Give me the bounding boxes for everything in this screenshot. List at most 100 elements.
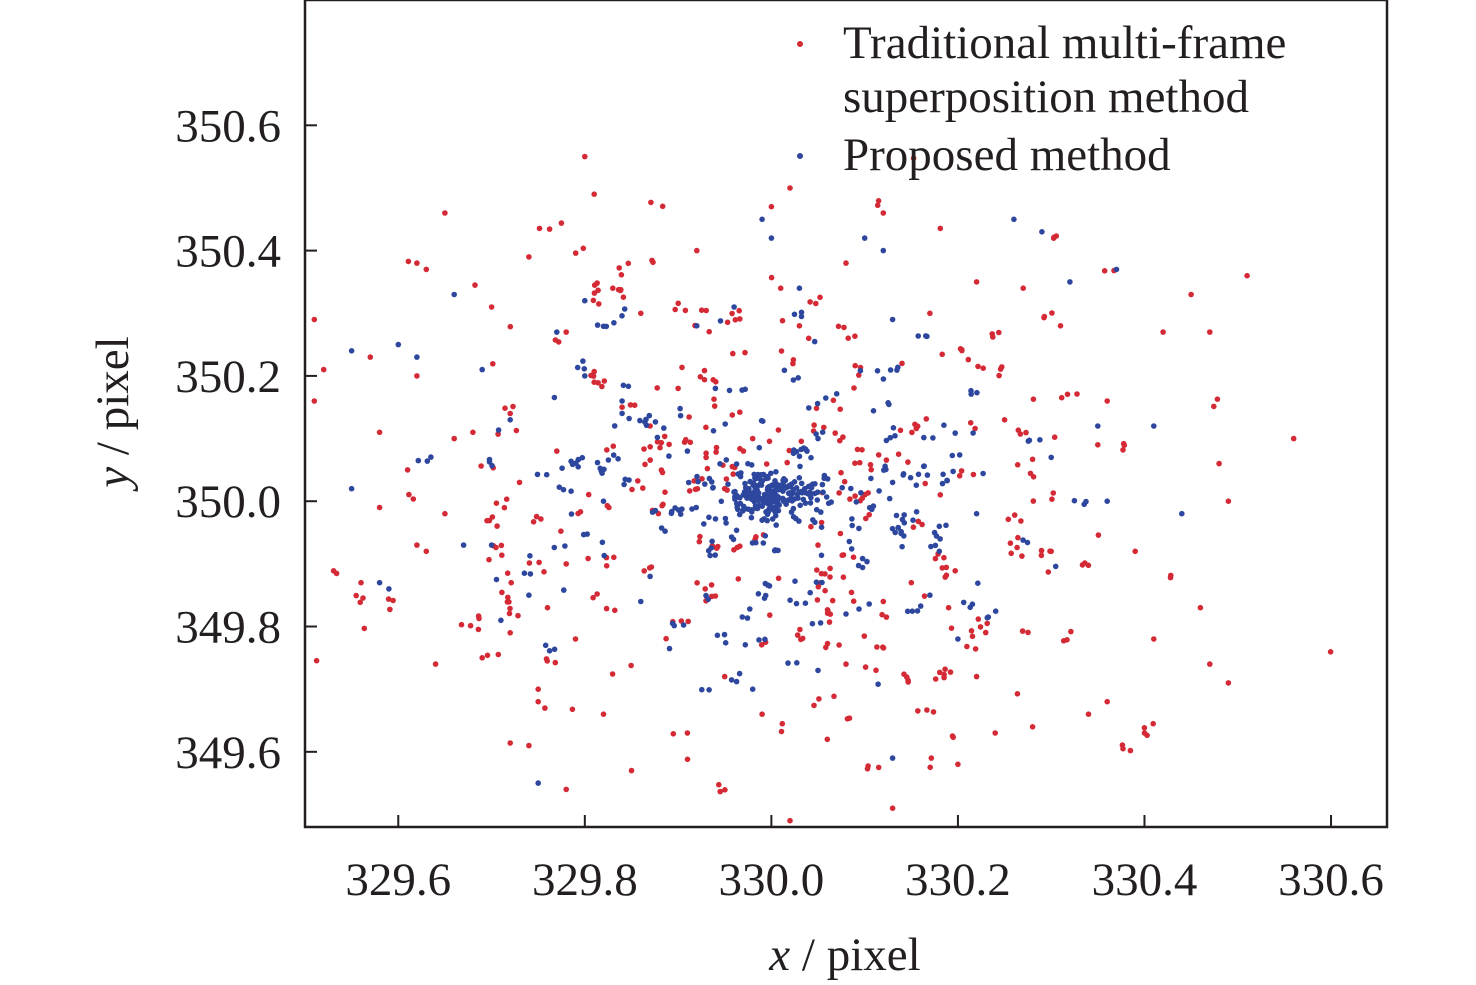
blue-point: [796, 475, 803, 481]
red-point: [874, 202, 881, 209]
red-point: [1168, 572, 1174, 579]
red-point: [1030, 498, 1037, 504]
blue-point: [765, 475, 771, 482]
red-point: [601, 378, 608, 384]
red-point: [591, 290, 598, 296]
blue-point: [857, 367, 864, 374]
blue-point: [932, 542, 939, 549]
blue-point: [348, 485, 355, 492]
x-tick-label: 330.0: [719, 854, 825, 906]
blue-point: [950, 468, 956, 475]
blue-point: [939, 480, 946, 487]
red-point: [563, 329, 569, 335]
blue-point: [712, 385, 719, 392]
blue-point: [594, 459, 601, 466]
blue-point: [705, 596, 711, 603]
red-point: [662, 489, 668, 496]
blue-point: [759, 216, 765, 223]
red-point: [546, 226, 553, 232]
blue-point: [956, 452, 963, 458]
blue-point: [739, 387, 745, 393]
red-point: [596, 301, 602, 307]
red-point: [1101, 268, 1108, 274]
blue-point: [560, 486, 567, 493]
blue-point: [1104, 498, 1110, 505]
red-point: [811, 702, 817, 709]
red-point: [737, 543, 743, 549]
red-point: [927, 310, 933, 317]
red-point: [730, 350, 736, 357]
red-point: [679, 364, 685, 371]
blue-point: [551, 646, 558, 653]
blue-point: [861, 235, 868, 241]
red-point: [899, 360, 905, 367]
blue-point: [751, 494, 757, 501]
red-point: [603, 605, 610, 612]
blue-point: [725, 481, 731, 488]
red-point: [635, 478, 641, 484]
red-point: [811, 422, 817, 428]
red-point: [992, 730, 998, 736]
red-point: [580, 245, 587, 252]
red-point: [713, 449, 719, 455]
blue-point: [1052, 563, 1059, 570]
red-point: [1019, 628, 1026, 634]
blue-point: [605, 457, 612, 463]
y-tick-label: 350.4: [175, 226, 281, 278]
blue-point: [721, 631, 728, 638]
red-point: [794, 632, 801, 638]
blue-point: [899, 543, 905, 550]
red-point: [376, 429, 383, 436]
red-point: [484, 517, 490, 524]
red-point: [591, 368, 597, 375]
red-point: [703, 424, 709, 431]
red-point: [475, 626, 482, 633]
blue-point: [930, 435, 936, 441]
red-point: [1008, 550, 1014, 557]
red-point: [1120, 447, 1126, 453]
blue-point: [975, 580, 981, 586]
red-point: [932, 676, 939, 682]
blue-point: [893, 512, 900, 519]
red-point: [694, 247, 700, 254]
red-point: [367, 354, 374, 360]
red-point: [1197, 604, 1204, 611]
red-point: [775, 427, 782, 433]
red-point: [503, 496, 510, 503]
blue-point: [789, 490, 796, 497]
y-tick-label: 350.2: [175, 351, 281, 403]
red-point: [558, 220, 565, 226]
red-point: [805, 335, 812, 342]
blue-point: [498, 617, 504, 624]
red-point: [513, 427, 520, 434]
blue-point: [493, 576, 500, 583]
blue-point: [859, 555, 866, 562]
red-point: [964, 643, 970, 650]
blue-point: [901, 520, 908, 526]
red-point: [721, 673, 728, 680]
red-point: [1041, 314, 1047, 321]
blue-point: [791, 311, 798, 318]
blue-point: [974, 389, 980, 396]
red-point: [600, 711, 607, 717]
blue-point: [814, 400, 821, 407]
red-point: [736, 307, 742, 314]
blue-point: [733, 527, 740, 534]
legend: Traditional multi-frame superposition me…: [797, 17, 1286, 181]
red-point: [647, 444, 653, 450]
red-point: [504, 599, 511, 605]
red-point: [975, 363, 981, 370]
red-point: [972, 425, 978, 432]
red-point: [686, 488, 693, 494]
red-point: [1068, 628, 1074, 635]
legend-marker-proposed: [797, 153, 803, 159]
red-point: [818, 570, 825, 577]
red-point: [650, 259, 656, 266]
red-point: [787, 817, 793, 824]
blue-point: [843, 611, 849, 617]
blue-point: [1026, 437, 1033, 444]
blue-point: [582, 373, 588, 379]
blue-point: [348, 348, 355, 354]
red-point: [357, 599, 364, 606]
blue-point: [488, 542, 495, 548]
